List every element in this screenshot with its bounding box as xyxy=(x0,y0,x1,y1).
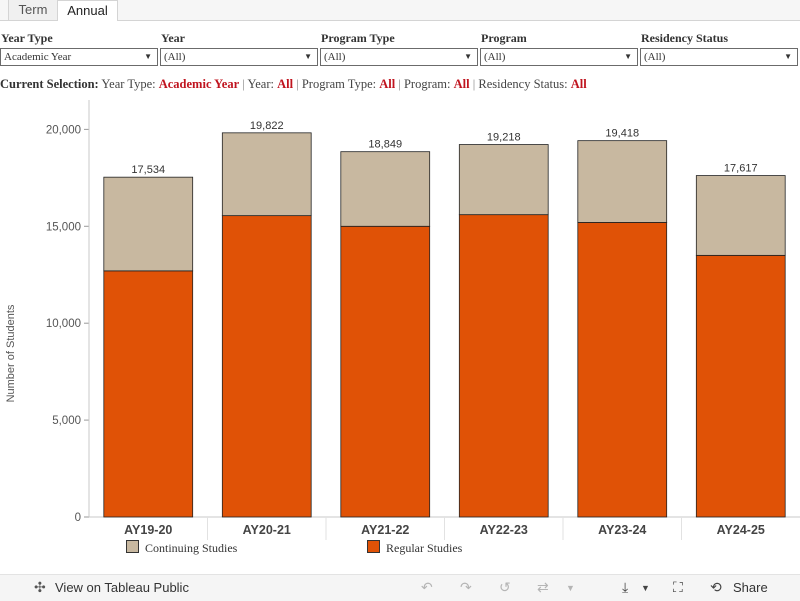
selection-value: All xyxy=(453,77,470,91)
refresh-menu-chevron-icon[interactable]: ▼ xyxy=(566,583,575,593)
selection-key: Program Type: xyxy=(301,77,377,91)
program-value: (All) xyxy=(484,51,506,63)
x-tick-label: AY19-20 xyxy=(124,523,172,537)
selection-key: Year: xyxy=(247,77,274,91)
filter-label-residency-status: Residency Status xyxy=(641,31,729,45)
bar-total-label: 18,849 xyxy=(368,139,402,151)
undo-icon[interactable]: ↶ xyxy=(421,579,433,595)
dropdown-arrow-icon: ▼ xyxy=(784,52,792,61)
selection-value: Academic Year xyxy=(158,77,240,91)
current-selection: Current Selection: Year Type: Academic Y… xyxy=(0,77,800,92)
filter-label-year: Year xyxy=(161,31,185,45)
selection-value: All xyxy=(379,77,396,91)
program-type-dropdown[interactable]: (All) ▼ xyxy=(320,48,478,66)
selection-separator: | xyxy=(398,77,401,91)
bar-regular-studies xyxy=(103,270,194,518)
x-tick-label: AY20-21 xyxy=(243,523,291,537)
selection-key: Program: xyxy=(403,77,451,91)
bar-continuing-studies xyxy=(577,140,668,223)
residency-status-value: (All) xyxy=(644,51,666,63)
bar-continuing-studies xyxy=(221,132,312,217)
legend-item-regular[interactable]: Regular Studies xyxy=(367,540,462,556)
legend-swatch xyxy=(367,540,380,553)
year-dropdown[interactable]: (All) ▼ xyxy=(160,48,318,66)
legend-item-continuing[interactable]: Continuing Studies xyxy=(126,540,237,556)
program-type-value: (All) xyxy=(324,51,346,63)
selection-key: Residency Status: xyxy=(478,77,568,91)
bar-total-label: 19,822 xyxy=(250,120,284,132)
tableau-footer: ✣ View on Tableau Public ↶ ↷ ↺ ⇄ ▼ ⤓ ▼ ⛶… xyxy=(0,574,800,601)
year-type-value: Academic Year xyxy=(4,51,72,63)
bar-regular-studies xyxy=(340,225,431,518)
legend-swatch xyxy=(126,540,139,553)
tableau-logo-icon: ✣ xyxy=(34,579,46,595)
selection-value: All xyxy=(570,77,587,91)
x-tick-label: AY22-23 xyxy=(480,523,528,537)
legend-label: Continuing Studies xyxy=(145,541,238,555)
x-tick-label: AY21-22 xyxy=(361,523,409,537)
fullscreen-icon[interactable]: ⛶ xyxy=(673,579,683,595)
year-type-dropdown[interactable]: Academic Year ▼ xyxy=(0,48,158,66)
bar-continuing-studies xyxy=(458,144,549,216)
revert-icon[interactable]: ↺ xyxy=(499,579,511,595)
dropdown-arrow-icon: ▼ xyxy=(624,52,632,61)
bar-regular-studies xyxy=(221,215,312,518)
selection-separator: | xyxy=(472,77,476,91)
bar-regular-studies xyxy=(695,254,786,518)
selection-separator: | xyxy=(242,77,245,91)
residency-status-dropdown[interactable]: (All) ▼ xyxy=(640,48,798,66)
filter-label-program-type: Program Type xyxy=(321,31,395,45)
selection-separator: | xyxy=(296,77,299,91)
x-tick-label: AY23-24 xyxy=(598,523,646,537)
bar-total-label: 17,534 xyxy=(131,164,165,176)
filter-label-program: Program xyxy=(481,31,527,45)
bar-continuing-studies xyxy=(340,151,431,227)
view-on-tableau-link[interactable]: View on Tableau Public xyxy=(55,580,189,595)
bar-total-label: 19,218 xyxy=(487,132,521,144)
selection-key: Year Type: xyxy=(101,77,156,91)
download-menu-chevron-icon[interactable]: ▼ xyxy=(641,583,650,593)
bar-continuing-studies xyxy=(695,175,786,256)
selection-value: All xyxy=(277,77,294,91)
bar-total-label: 19,418 xyxy=(605,128,639,140)
tab-term[interactable]: Term xyxy=(8,0,58,20)
tab-annual[interactable]: Annual xyxy=(58,0,118,21)
bar-regular-studies xyxy=(458,214,549,518)
share-icon[interactable]: ⟲ xyxy=(710,579,722,595)
y-tick-label: 0 xyxy=(75,512,81,524)
bar-total-label: 17,617 xyxy=(724,163,758,175)
y-tick-label: 15,000 xyxy=(46,221,81,233)
refresh-icon[interactable]: ⇄ xyxy=(537,579,549,595)
dropdown-arrow-icon: ▼ xyxy=(144,52,152,61)
x-tick-label: AY24-25 xyxy=(717,523,765,537)
filter-label-year-type: Year Type xyxy=(1,31,53,45)
download-icon[interactable]: ⤓ xyxy=(622,579,629,595)
share-button[interactable]: Share xyxy=(733,580,768,595)
y-tick-label: 5,000 xyxy=(52,415,81,427)
legend-label: Regular Studies xyxy=(386,541,463,555)
program-dropdown[interactable]: (All) ▼ xyxy=(480,48,638,66)
bar-regular-studies xyxy=(577,222,668,518)
y-tick-label: 20,000 xyxy=(46,124,81,136)
y-tick-label: 10,000 xyxy=(46,318,81,330)
y-axis-title: Number of Students xyxy=(5,304,17,402)
redo-icon[interactable]: ↷ xyxy=(460,579,472,595)
stacked-bar-chart: Number of Students 0 5,000 10,000 15,000 20,0… xyxy=(5,100,800,540)
year-value: (All) xyxy=(164,51,186,63)
dropdown-arrow-icon: ▼ xyxy=(464,52,472,61)
dropdown-arrow-icon: ▼ xyxy=(304,52,312,61)
tab-bar: Term Annual xyxy=(0,0,800,21)
bar-continuing-studies xyxy=(103,176,194,272)
selection-prefix: Current Selection: xyxy=(0,77,99,91)
